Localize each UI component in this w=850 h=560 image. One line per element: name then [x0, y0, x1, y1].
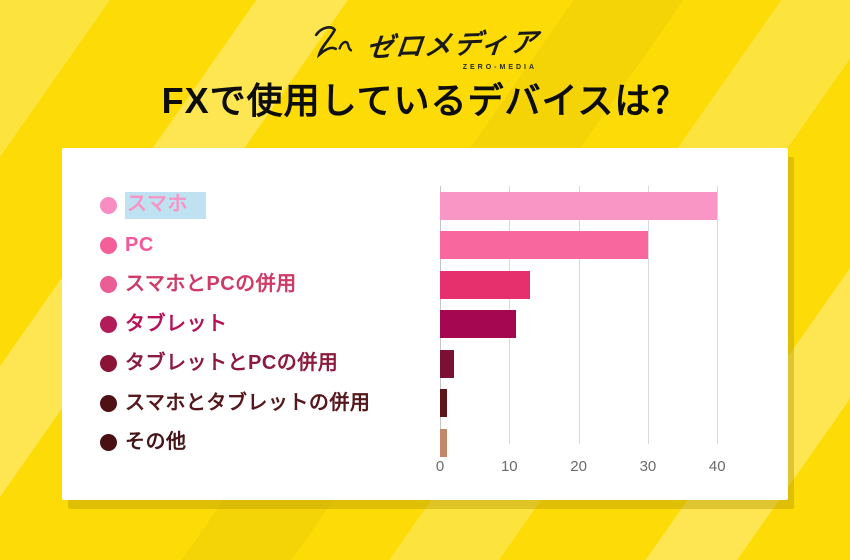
bar-track	[440, 191, 738, 220]
bar-5	[440, 349, 454, 378]
legend-item: スマホ	[100, 192, 440, 220]
bar-7	[440, 428, 447, 457]
chart-row: タブレット	[100, 305, 738, 345]
bar-1	[440, 191, 718, 220]
x-tick-label-10: 10	[500, 458, 518, 475]
chart-card: スマホ PC スマホとPCの併用 タブレットタブレットとPCの併用スマホとタブレットの…	[62, 148, 788, 500]
page-title: FXで使用しているデバイスは？	[161, 80, 689, 121]
legend-item: タブレットとPCの併用	[100, 352, 440, 375]
logo-subtext: ZERO-MEDIA	[462, 63, 538, 71]
legend-dot-icon	[100, 434, 117, 452]
legend-item: タブレット	[100, 313, 440, 336]
chart-row: スマホとタブレットの併用	[100, 384, 738, 424]
legend-label: スマホ	[125, 192, 206, 220]
x-tick-label-40: 40	[708, 458, 726, 475]
chart-row: その他	[100, 423, 738, 463]
bar-track	[440, 270, 738, 299]
legend-dot-icon	[100, 394, 117, 412]
legend-item: スマホとタブレットの併用	[100, 392, 440, 415]
legend-dot-icon	[100, 315, 117, 333]
x-tick-label-0: 0	[435, 458, 445, 475]
x-tick-label-30: 30	[639, 458, 657, 475]
chart-row: スマホ	[100, 186, 738, 226]
legend-item: スマホとPCの併用	[100, 273, 440, 296]
legend-dot-icon	[100, 236, 117, 254]
legend-label: その他	[125, 431, 187, 454]
bar-3	[440, 270, 531, 299]
bar-track	[440, 231, 738, 260]
bar-track	[440, 310, 738, 339]
x-tick-label-20: 20	[570, 458, 587, 475]
legend-label: スマホとPCの併用	[125, 273, 297, 296]
chart-row: PC	[100, 226, 738, 266]
chart-row: タブレットとPCの併用	[100, 344, 738, 384]
logo-signature-icon	[314, 26, 353, 59]
bar-4	[440, 310, 517, 339]
legend-label: スマホとタブレットの併用	[125, 391, 371, 414]
site-logo: ゼロメディア ZERO-MEDIA	[0, 18, 850, 71]
legend-dot-icon	[100, 197, 117, 215]
bar-track	[440, 428, 738, 457]
x-axis: 0 10 20 30 40	[436, 450, 738, 476]
bar-6	[440, 389, 447, 418]
bar-chart: スマホ PC スマホとPCの併用 タブレットタブレットとPCの併用スマホとタブレットの…	[100, 186, 738, 476]
legend-label: PC	[125, 233, 154, 256]
legend-dot-icon	[100, 276, 117, 294]
chart-rows: スマホ PC スマホとPCの併用 タブレットタブレットとPCの併用スマホとタブレットの…	[100, 186, 738, 463]
bar-track	[440, 389, 738, 418]
legend-dot-icon	[100, 355, 117, 373]
gridline-40	[717, 186, 719, 444]
gridline-30	[647, 186, 649, 444]
legend-item: その他	[100, 431, 440, 454]
bar-2	[440, 231, 648, 260]
legend-item: PC	[100, 234, 440, 257]
chart-row: スマホとPCの併用	[100, 265, 738, 305]
logo-text: ゼロメディア	[364, 26, 541, 63]
bar-track	[440, 349, 738, 378]
legend-label: タブレットとPCの併用	[125, 352, 339, 375]
legend-label: タブレット	[125, 312, 228, 335]
gridline-20	[578, 186, 580, 444]
